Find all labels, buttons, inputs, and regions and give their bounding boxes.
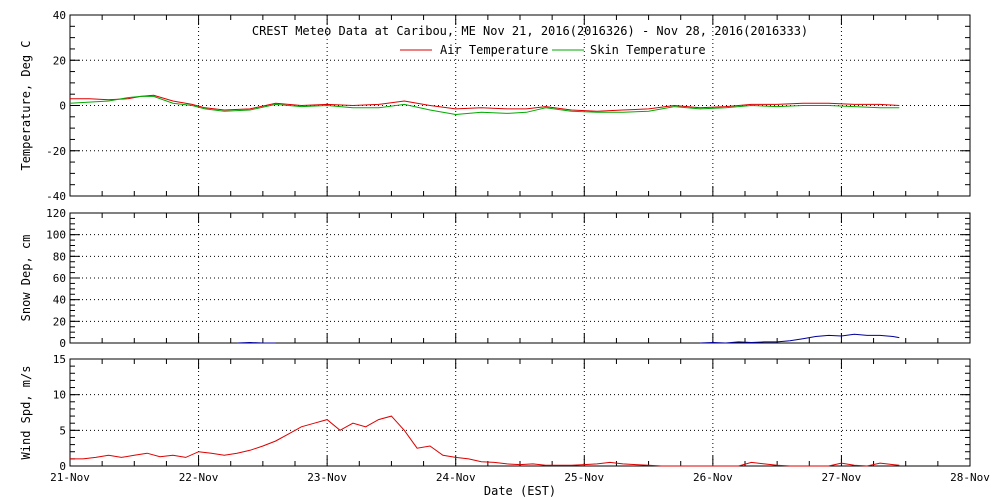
legend-label-air-temperature: Air Temperature	[440, 43, 548, 57]
x-tick-label: 28-Nov	[950, 471, 990, 484]
y-tick-label: 15	[53, 353, 66, 366]
y-tick-label: 5	[59, 424, 66, 437]
y-tick-label: 100	[46, 229, 66, 242]
legend-label-skin-temperature: Skin Temperature	[590, 43, 706, 57]
wind-speed-panel: 15 10 5 0 Wind Spd, m/s 21-Nov 22-Nov 23-Nov 24-…	[19, 353, 990, 484]
y-tick-label: 60	[53, 272, 66, 285]
series-line-0-1	[69, 95, 900, 116]
x-tick-label: 21-Nov	[50, 471, 90, 484]
y-axis-label: Snow Dep, cm	[19, 235, 33, 322]
y-tick-label: 120	[46, 207, 66, 220]
y-axis-label: Wind Spd, m/s	[19, 366, 33, 460]
y-tick-label: 80	[53, 250, 66, 263]
y-tick-label: -40	[46, 190, 66, 203]
y-tick-label: 0	[59, 337, 66, 350]
x-axis-label: Date (EST)	[484, 484, 556, 498]
x-tick-label: 25-Nov	[564, 471, 604, 484]
x-tick-label: 23-Nov	[307, 471, 347, 484]
y-tick-label: 0	[59, 460, 66, 473]
y-axis-label: Temperature, Deg C	[19, 40, 33, 170]
snow-depth-panel: 120 100 80 60 40 20 0 Snow Dep, cm	[19, 207, 971, 350]
temperature-panel: 40 20 0 -20 -40 Temperature, Deg C	[19, 9, 971, 203]
series-line-2-0	[70, 415, 900, 467]
legend: Air Temperature Skin Temperature	[400, 43, 706, 57]
y-tick-label: 10	[53, 389, 66, 402]
y-tick-label: 20	[53, 54, 66, 67]
x-tick-label: 24-Nov	[436, 471, 476, 484]
chart-title: CREST Meteo Data at Caribou, ME Nov 21, …	[252, 24, 808, 38]
y-tick-label: 40	[53, 9, 66, 22]
series-line-1-0	[237, 341, 276, 344]
y-tick-label: -20	[46, 145, 66, 158]
series-line-1-0	[699, 333, 900, 344]
y-tick-label: 20	[53, 315, 66, 328]
x-tick-label: 27-Nov	[822, 471, 862, 484]
series-line-0-0	[70, 94, 900, 112]
x-tick-label: 22-Nov	[179, 471, 219, 484]
plot-frame	[69, 358, 971, 467]
y-tick-label: 0	[59, 100, 66, 113]
y-tick-label: 40	[53, 294, 66, 307]
x-tick-label: 26-Nov	[693, 471, 733, 484]
